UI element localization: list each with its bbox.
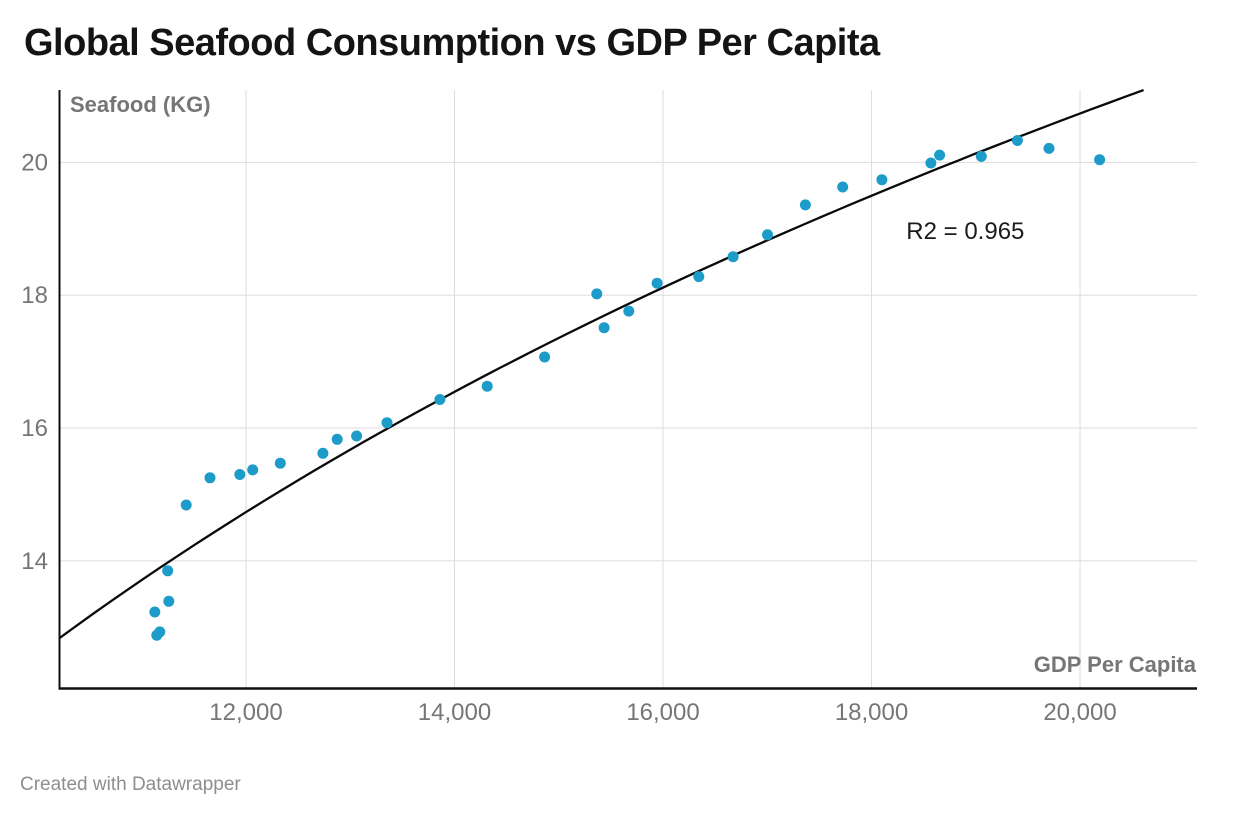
- data-point[interactable]: [623, 305, 635, 317]
- data-point[interactable]: [975, 150, 987, 162]
- x-tick-label: 18,000: [835, 699, 908, 726]
- data-point[interactable]: [351, 430, 363, 442]
- chart-title: Global Seafood Consumption vs GDP Per Ca…: [24, 22, 880, 64]
- y-tick-label: 14: [21, 548, 48, 575]
- data-point[interactable]: [539, 351, 551, 363]
- data-point[interactable]: [149, 606, 161, 618]
- data-point[interactable]: [274, 457, 286, 469]
- data-point[interactable]: [651, 277, 663, 289]
- data-point[interactable]: [799, 199, 811, 211]
- data-point[interactable]: [1043, 142, 1055, 154]
- data-point[interactable]: [154, 626, 166, 638]
- trend-line: [58, 89, 1144, 640]
- data-point[interactable]: [204, 472, 216, 484]
- data-point[interactable]: [381, 417, 393, 429]
- data-point[interactable]: [434, 394, 446, 405]
- y-tick-label: 18: [21, 282, 48, 309]
- data-point[interactable]: [180, 499, 192, 511]
- data-point[interactable]: [925, 157, 937, 169]
- data-point[interactable]: [163, 595, 175, 607]
- data-point[interactable]: [762, 229, 773, 241]
- data-point[interactable]: [162, 565, 174, 577]
- data-point[interactable]: [598, 322, 610, 334]
- y-tick-label: 20: [21, 149, 48, 176]
- x-tick-label: 12,000: [209, 699, 282, 726]
- data-point[interactable]: [837, 181, 849, 193]
- data-point[interactable]: [727, 251, 739, 263]
- data-point[interactable]: [1094, 154, 1106, 166]
- x-axis-title: GDP Per Capita: [1034, 652, 1197, 677]
- attribution-text: Created with Datawrapper: [20, 774, 241, 795]
- x-tick-label: 14,000: [418, 699, 491, 726]
- data-point[interactable]: [247, 464, 259, 476]
- y-tick-label: 16: [21, 415, 48, 442]
- data-point[interactable]: [591, 288, 603, 300]
- x-tick-label: 20,000: [1043, 699, 1116, 726]
- data-point[interactable]: [481, 380, 493, 392]
- data-point[interactable]: [876, 174, 888, 186]
- x-tick-label: 16,000: [626, 699, 699, 726]
- data-point[interactable]: [934, 149, 946, 161]
- data-point[interactable]: [317, 447, 329, 459]
- data-point[interactable]: [693, 271, 705, 283]
- y-axis-title: Seafood (KG): [70, 92, 211, 117]
- data-point[interactable]: [331, 433, 343, 445]
- data-point[interactable]: [1011, 135, 1023, 146]
- data-point[interactable]: [234, 469, 246, 480]
- r2-annotation: R2 = 0.965: [906, 218, 1024, 245]
